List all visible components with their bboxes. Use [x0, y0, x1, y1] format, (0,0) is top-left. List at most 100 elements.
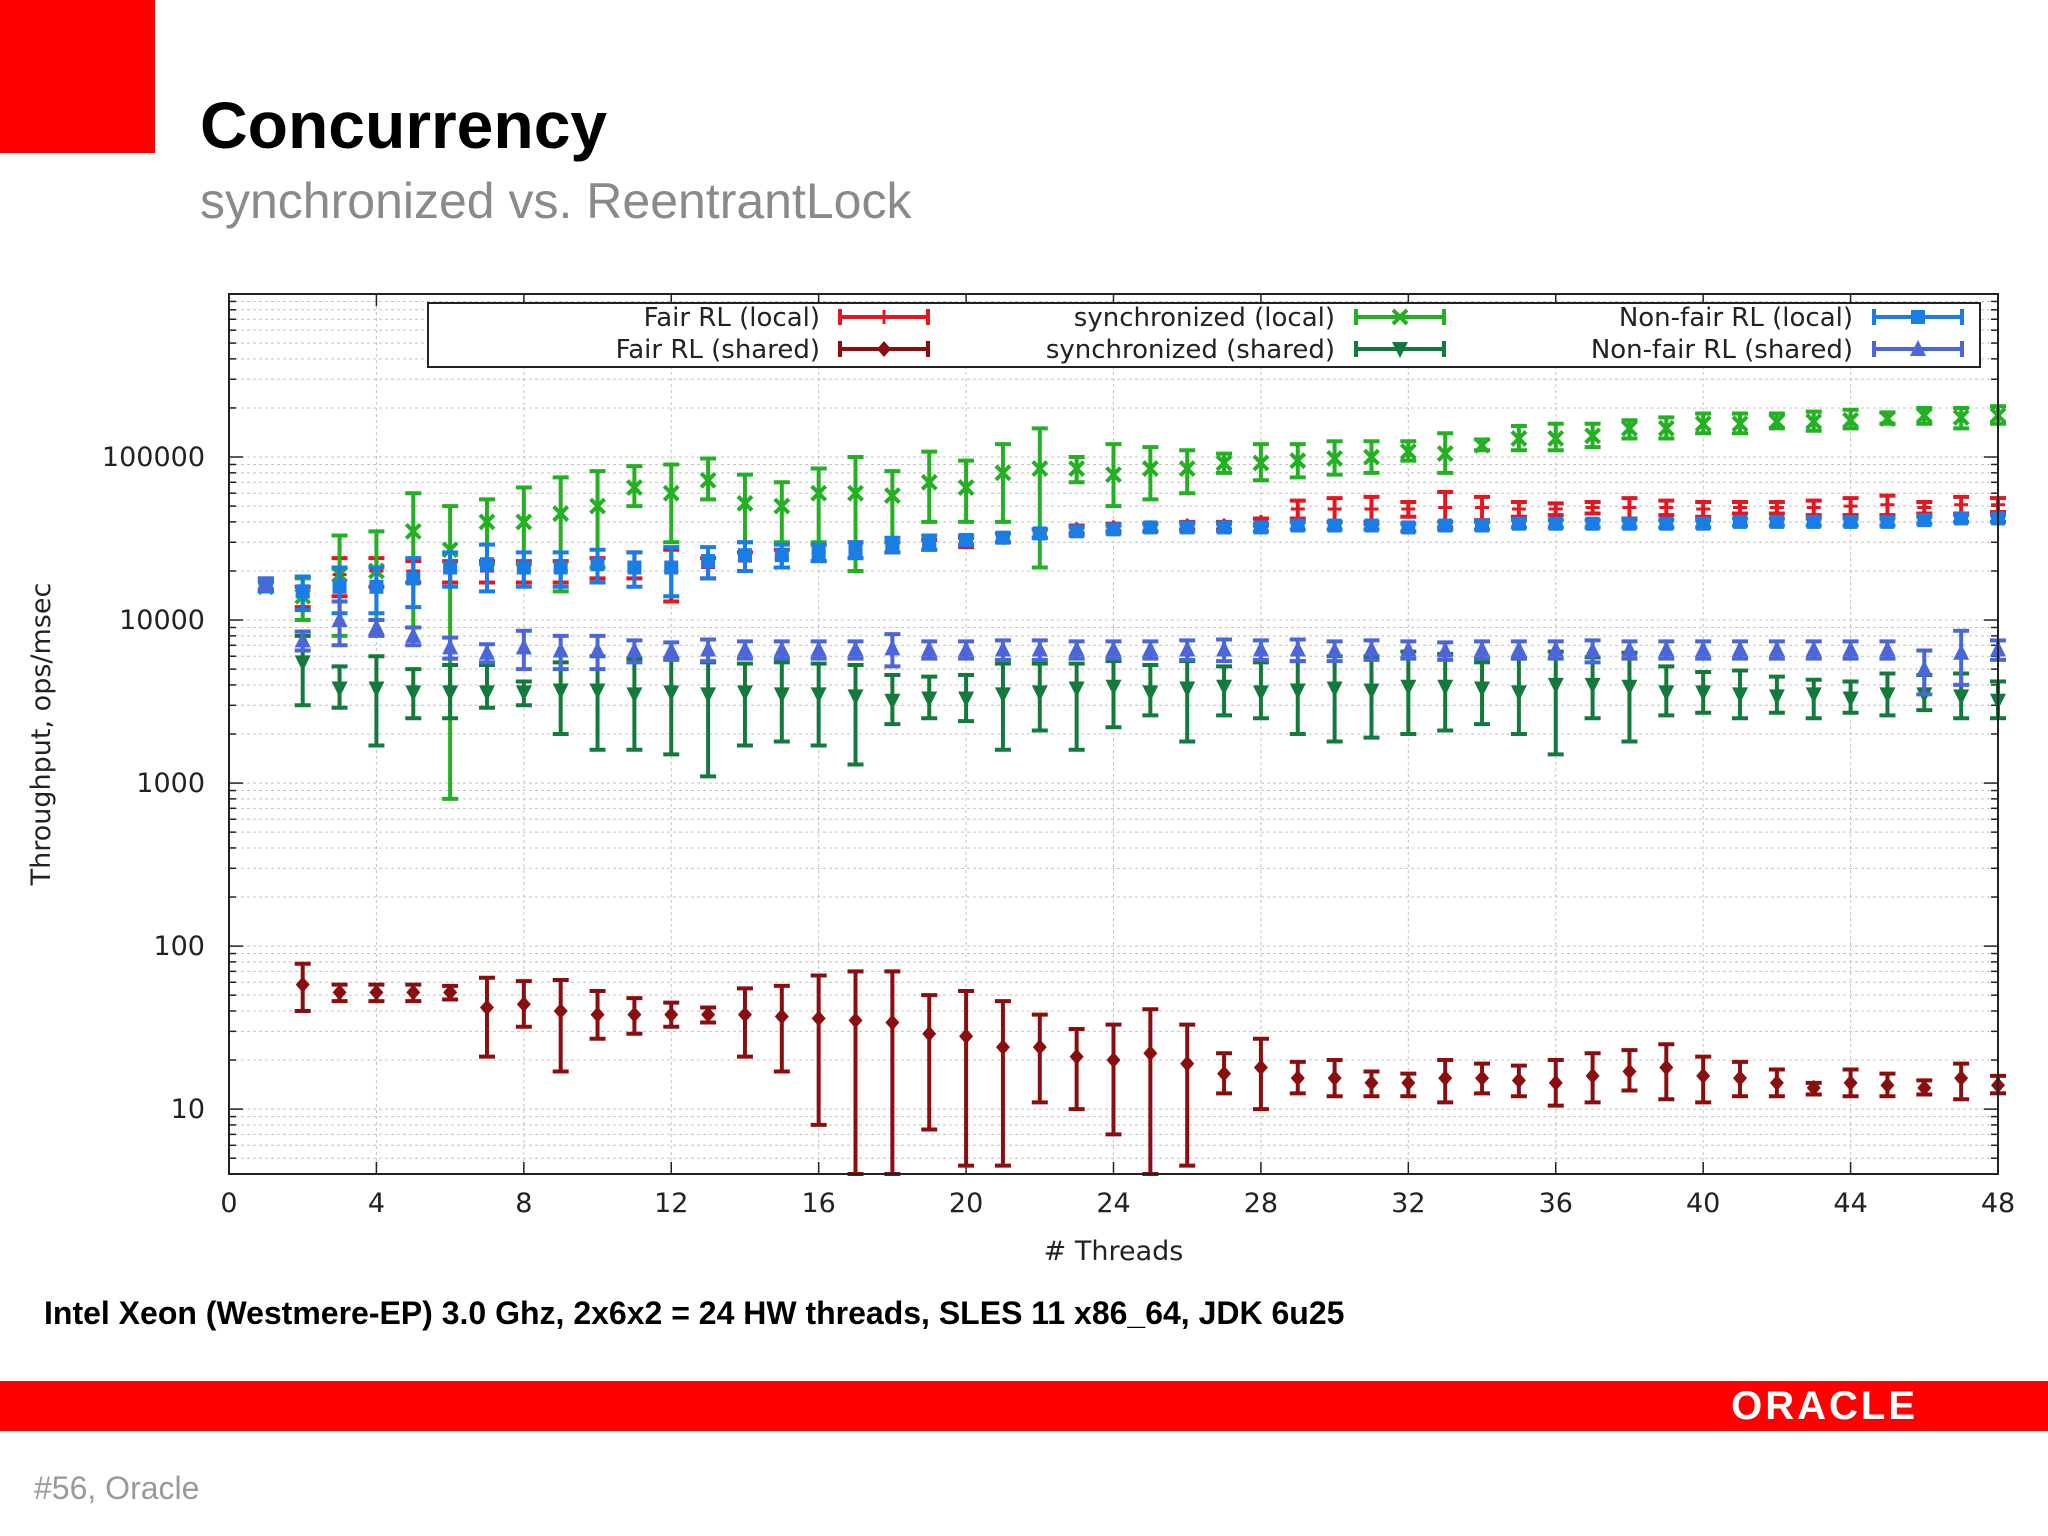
data-point [626, 687, 643, 704]
data-point [774, 548, 789, 563]
data-point [1105, 640, 1122, 657]
data-point [811, 1010, 826, 1027]
x-tick-label: 24 [1096, 1188, 1130, 1219]
data-point [1585, 516, 1600, 531]
error-bar [663, 462, 680, 545]
error-bar [552, 977, 569, 1074]
data-point [1769, 500, 1784, 515]
data-point [922, 1025, 937, 1042]
data-point [664, 560, 679, 575]
data-point [1805, 687, 1822, 704]
y-tick-label: 10 [171, 1094, 205, 1125]
data-point [1621, 419, 1638, 437]
data-point [921, 691, 938, 708]
data-point [1733, 514, 1748, 529]
data-point [1252, 685, 1269, 702]
data-point [1364, 501, 1379, 516]
error-bar [1068, 1027, 1085, 1112]
x-tick-label: 28 [1244, 1188, 1278, 1219]
x-tick-label: 36 [1539, 1188, 1573, 1219]
data-point [552, 683, 569, 700]
data-point [332, 984, 347, 1001]
legend-item: synchronized (shared) [1046, 335, 1446, 365]
data-point [1880, 497, 1895, 512]
data-point [883, 487, 901, 505]
data-point [1106, 522, 1121, 537]
data-point [516, 560, 531, 575]
data-point [773, 640, 790, 657]
data-point [1768, 689, 1785, 706]
data-point [1879, 687, 1896, 704]
data-point [1511, 516, 1526, 531]
error-bar [810, 661, 827, 748]
data-point [1217, 1065, 1232, 1082]
data-point [1658, 685, 1675, 702]
data-point [369, 579, 384, 594]
data-point [1805, 413, 1823, 430]
data-point [736, 685, 753, 702]
data-point [1289, 683, 1306, 700]
data-point [1253, 1059, 1268, 1076]
series-1 [294, 961, 2006, 1176]
error-bar [847, 663, 864, 767]
data-point [1289, 640, 1306, 657]
data-point [884, 693, 901, 710]
data-point [1105, 466, 1122, 484]
data-point [737, 1006, 752, 1023]
data-point [1954, 511, 1969, 526]
data-point [1437, 641, 1454, 658]
x-tick-label: 4 [368, 1188, 385, 1219]
error-bar [368, 654, 385, 748]
data-point [885, 537, 900, 552]
data-point [810, 687, 827, 704]
data-point [1917, 513, 1932, 528]
data-point [1696, 1067, 1711, 1084]
legend-marker [1911, 310, 1925, 324]
data-point [294, 631, 311, 648]
data-point [1842, 640, 1859, 657]
data-point [589, 641, 606, 658]
error-bar [1142, 445, 1159, 502]
data-point [1252, 454, 1270, 472]
data-point [994, 464, 1012, 482]
data-point [699, 471, 717, 489]
x-tick-label: 32 [1391, 1188, 1425, 1219]
data-point [1436, 445, 1454, 462]
data-point [995, 530, 1010, 545]
data-point [1585, 1067, 1600, 1084]
data-point [368, 681, 385, 698]
data-point [1510, 430, 1528, 447]
data-point [847, 689, 864, 706]
data-point [1511, 501, 1526, 516]
data-point [369, 984, 384, 1001]
hardware-caption: Intel Xeon (Westmere-EP) 3.0 Ghz, 2x6x2 … [44, 1295, 1345, 1331]
data-point [1695, 640, 1712, 657]
data-point [847, 640, 864, 657]
error-bar [810, 466, 827, 545]
data-point [331, 611, 348, 628]
x-tick-label: 0 [220, 1188, 237, 1219]
data-point [1916, 660, 1933, 677]
data-point [1363, 448, 1380, 466]
data-point [1954, 1070, 1969, 1087]
data-point [332, 579, 347, 594]
data-point [1216, 640, 1233, 657]
data-point [1805, 640, 1822, 657]
error-bar [921, 993, 938, 1132]
legend-label: Fair RL (local) [644, 303, 820, 333]
data-point [1548, 1074, 1563, 1091]
data-point [662, 484, 680, 502]
error-bar [994, 999, 1011, 1168]
data-point [1880, 514, 1895, 529]
data-point [590, 1006, 605, 1023]
data-point [1400, 679, 1417, 696]
data-point [405, 685, 422, 702]
data-point [959, 1028, 974, 1045]
data-point [478, 513, 496, 531]
data-point [700, 687, 717, 704]
data-point [1733, 1070, 1748, 1087]
legend-marker [877, 310, 891, 324]
data-point [1954, 497, 1969, 512]
error-bar [773, 480, 790, 545]
data-point [811, 545, 826, 560]
